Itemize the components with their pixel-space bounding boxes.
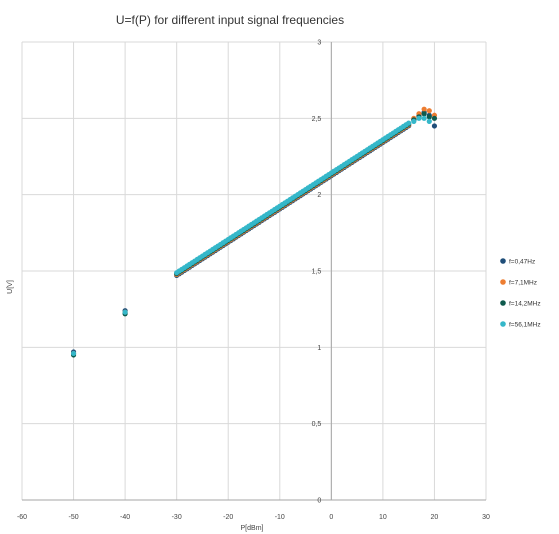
- legend-item: f=7,1MHz: [500, 279, 537, 287]
- y-tick-label: 2: [317, 192, 321, 199]
- data-points: [70, 106, 438, 358]
- x-axis-label: P[dBm]: [241, 525, 264, 532]
- y-tick-label: 0,5: [312, 421, 322, 428]
- legend-marker: [500, 300, 506, 306]
- data-point: [421, 111, 427, 117]
- legend: f=0,47Hz f=7,1MHz f=14,2MHz f=56,1MHz: [500, 258, 541, 329]
- data-point: [70, 350, 77, 357]
- x-tick-label: 0: [329, 514, 333, 521]
- data-point: [431, 123, 438, 129]
- chart-title: U=f(P) for different input signal freque…: [116, 13, 344, 27]
- series-3: [70, 115, 432, 357]
- x-tick-label: 30: [482, 514, 490, 521]
- legend-label: f=14,2MHz: [509, 301, 541, 308]
- data-point: [426, 114, 432, 120]
- legend-marker: [500, 279, 506, 285]
- legend-label: f=0,47Hz: [509, 259, 535, 266]
- x-tick-label: -20: [223, 514, 233, 521]
- legend-marker: [500, 321, 506, 327]
- data-point: [416, 115, 422, 121]
- x-tick-label: -60: [17, 514, 27, 521]
- data-point: [431, 115, 438, 121]
- y-axis-label: U[V]: [7, 280, 14, 294]
- x-tick-label: 20: [431, 514, 439, 521]
- x-tick-label: 10: [379, 514, 387, 521]
- legend-marker: [500, 258, 506, 264]
- x-tick-label: -50: [68, 514, 78, 521]
- data-point: [421, 106, 427, 112]
- data-point: [421, 115, 427, 121]
- x-tick-label: -30: [172, 514, 182, 521]
- axes: [22, 42, 486, 501]
- y-tick-label: 3: [317, 40, 321, 47]
- legend-item: f=56,1MHz: [500, 321, 541, 329]
- legend-label: f=7,1MHz: [509, 280, 537, 287]
- data-point: [406, 120, 412, 126]
- legend-item: f=0,47Hz: [500, 258, 535, 266]
- y-tick-label: 1: [317, 345, 321, 352]
- data-point: [426, 108, 432, 114]
- legend-item: f=14,2MHz: [500, 300, 541, 308]
- y-tick-label: 0: [317, 498, 321, 505]
- y-tick-label: 1,5: [312, 269, 322, 276]
- y-tick-labels: 0 0,5 1 1,5 2 2,5 3: [312, 40, 322, 505]
- x-tick-label: -40: [120, 514, 130, 521]
- x-tick-label: -10: [275, 514, 285, 521]
- data-point: [411, 118, 417, 124]
- y-tick-label: 2,5: [312, 116, 322, 123]
- legend-label: f=56,1MHz: [509, 322, 541, 329]
- data-point: [426, 118, 432, 124]
- x-tick-labels: -60 -50 -40 -30 -20 -10 0 10 20 30: [17, 514, 490, 521]
- data-point: [122, 309, 128, 315]
